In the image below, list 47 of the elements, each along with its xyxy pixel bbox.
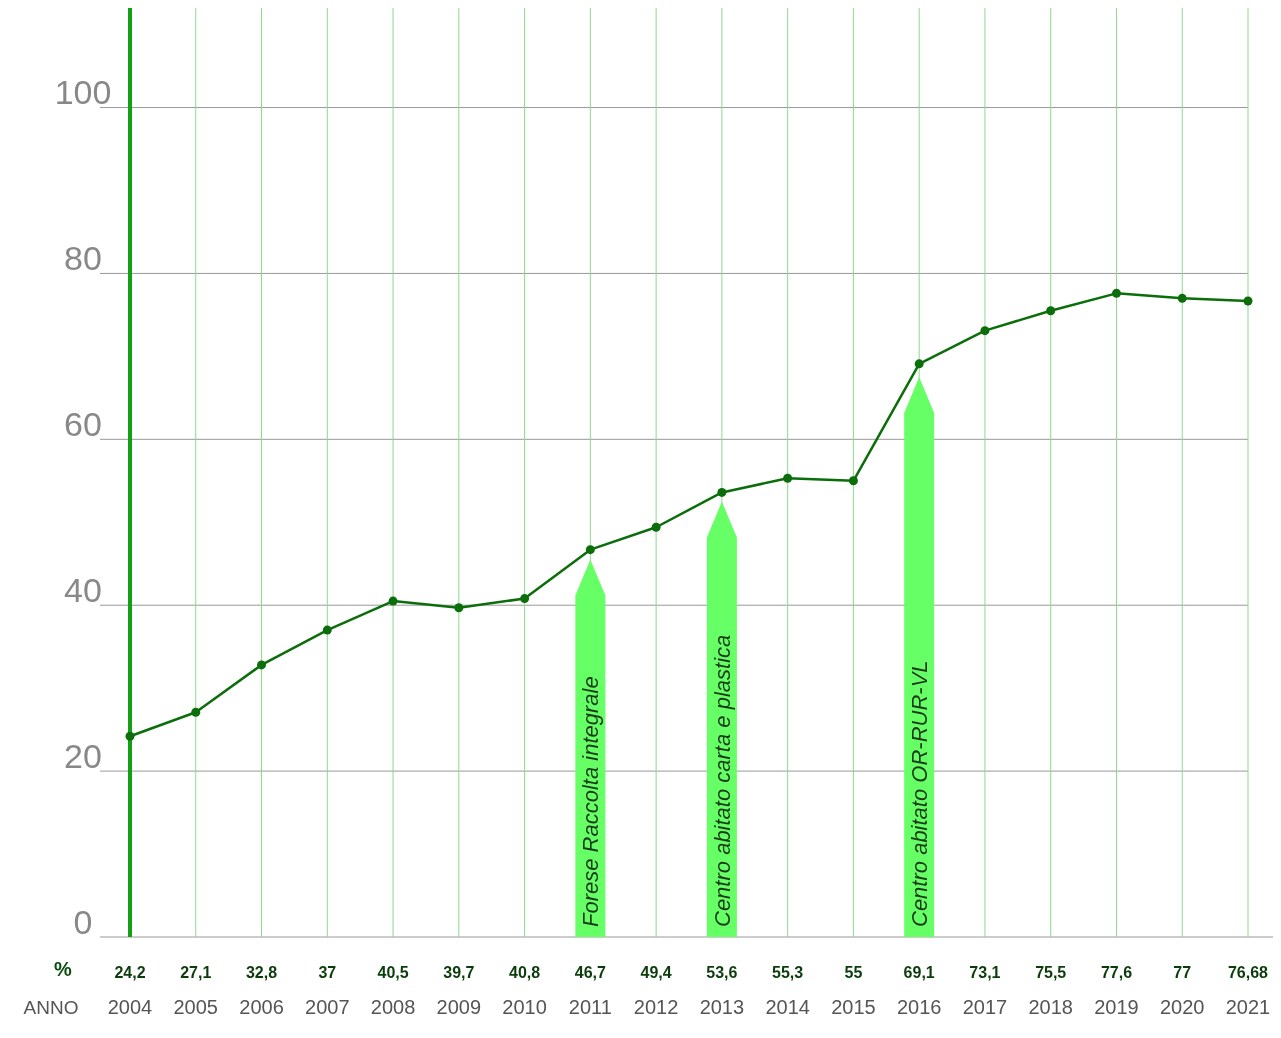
x-tick-label: 2019: [1094, 996, 1139, 1018]
x-tick-label: 2008: [370, 996, 416, 1018]
y-tick-label: 0: [73, 902, 93, 941]
annotation: Centro abitato carta e plastica: [709, 634, 735, 927]
data-label: 49,4: [640, 964, 672, 981]
data-label: 39,7: [443, 964, 475, 981]
x-axis-title: ANNO: [23, 997, 79, 1018]
data-label: 40,5: [377, 964, 409, 981]
data-label: 76,68: [1227, 964, 1269, 981]
y-tick-label: 80: [64, 239, 102, 278]
data-label: 77,6: [1100, 964, 1133, 981]
x-tick-label: 2011: [568, 996, 612, 1018]
data-label: 55: [844, 964, 863, 981]
y-tick-label: 100: [54, 73, 112, 112]
x-tick-label: 2009: [436, 996, 482, 1018]
x-tick-label: 2010: [502, 996, 547, 1018]
y-tick-label: 20: [64, 736, 102, 775]
x-tick-label: 2004: [107, 996, 153, 1018]
x-tick-label: 2014: [765, 996, 810, 1018]
x-tick-label: 2006: [239, 996, 284, 1018]
x-tick-label: 2005: [173, 996, 219, 1018]
x-tick-label: 2018: [1028, 996, 1073, 1018]
data-label: 46,7: [574, 964, 607, 981]
data-label: 69,1: [903, 964, 935, 981]
data-label: 32,8: [245, 964, 278, 981]
data-label: 40,8: [509, 964, 541, 981]
data-label: 75,5: [1035, 964, 1067, 981]
data-label: 55,3: [772, 964, 804, 981]
annotation: Centro abitato OR-RUR-VL: [907, 660, 933, 927]
x-tick-label: 2020: [1159, 996, 1205, 1018]
data-label: 24,2: [114, 964, 146, 981]
x-tick-label: 2015: [831, 996, 876, 1018]
x-tick-label: 2017: [962, 996, 1008, 1018]
data-label: 73,1: [969, 964, 1001, 981]
data-label: 37: [318, 964, 337, 981]
x-tick-label: 2012: [633, 996, 679, 1018]
y-axis-title: %: [54, 958, 73, 980]
x-tick-label: 2013: [699, 996, 745, 1018]
x-tick-label: 2021: [1225, 996, 1271, 1018]
data-label: 53,6: [706, 964, 738, 981]
y-tick-label: 40: [64, 570, 102, 609]
data-label: 77: [1173, 964, 1192, 981]
data-label: 27,1: [180, 964, 212, 981]
y-tick-label: 60: [64, 404, 102, 443]
x-tick-label: 2007: [305, 996, 350, 1018]
annotation: Forese Raccolta integrale: [578, 676, 604, 927]
x-tick-label: 2016: [896, 996, 942, 1018]
